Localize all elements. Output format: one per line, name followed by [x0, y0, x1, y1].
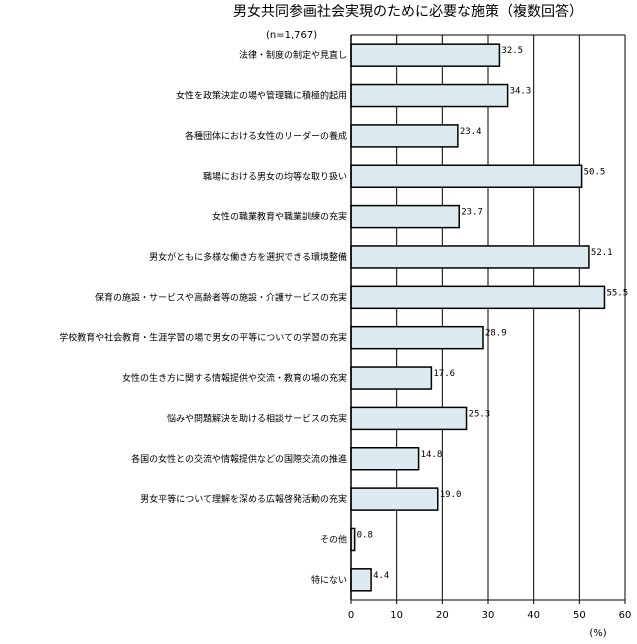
bar	[350, 83, 509, 108]
bar	[350, 568, 372, 592]
data-label: 23.7	[461, 208, 483, 218]
data-label: 34.3	[510, 87, 532, 97]
data-label: 28.9	[485, 329, 507, 339]
bar	[350, 164, 583, 188]
x-tick-label: 30	[482, 610, 495, 621]
sample-size-label: (n=1,767)	[266, 30, 317, 41]
category-label: 悩みや問題解決を助ける相談サービスの充実	[167, 412, 347, 424]
data-label: 52.1	[591, 248, 613, 258]
category-label: 保育の施設・サービスや高齢者等の施設・介護サービスの充実	[95, 291, 347, 303]
category-label: 男女平等について理解を深める広報啓発活動の充実	[140, 493, 347, 505]
x-tick-label: 0	[348, 610, 354, 621]
bar	[350, 124, 459, 148]
bar	[350, 487, 439, 511]
bar	[350, 406, 468, 431]
data-label: 55.5	[606, 288, 628, 298]
category-label: 特にない	[311, 574, 347, 586]
data-label: 32.5	[501, 46, 523, 56]
bar	[350, 245, 590, 269]
category-label: 学校教育や社会教育・生涯学習の場で男女の平等についての学習の充実	[59, 332, 347, 344]
category-label: 男女がともに多様な働き方を選択できる環境整備	[149, 251, 347, 263]
category-label: 女性の生き方に関する情報提供や交流・教育の場の充実	[122, 372, 347, 384]
data-label: 4.4	[373, 571, 389, 581]
category-label: 女性の職業教育や職業訓練の充実	[212, 211, 347, 223]
labels: 0 10 20 30 40 50 60 法律・制度の制定や見直し 32.5 女性を政策決定の場や管…	[59, 46, 631, 621]
data-label: 19.0	[440, 490, 462, 500]
bar	[350, 366, 433, 390]
category-label: 職場における男女の均等な取り扱い	[203, 170, 347, 182]
bar	[350, 43, 501, 67]
data-label: 17.6	[433, 369, 455, 379]
data-label: 0.8	[357, 530, 373, 540]
data-label: 23.4	[460, 127, 482, 137]
x-tick-label: 60	[619, 610, 632, 621]
data-label: 50.5	[584, 167, 606, 177]
axes	[350, 34, 626, 604]
bar	[350, 204, 460, 229]
category-label: 女性を政策決定の場や管理職に積極的起用	[176, 90, 347, 102]
category-label: その他	[320, 533, 347, 545]
grid-lines	[396, 35, 626, 600]
category-label: 各国の女性との交流や情報提供などの国際交流の推進	[131, 453, 347, 465]
category-label: 各種団体における女性のリーダーの養成	[185, 130, 347, 142]
x-tick-label: 20	[436, 610, 449, 621]
x-tick-label: 50	[573, 610, 586, 621]
x-tick-label: 40	[527, 610, 540, 621]
x-axis-unit: (%)	[589, 628, 606, 639]
category-label: 法律・制度の制定や見直し	[239, 49, 347, 61]
x-tick-label: 10	[390, 610, 403, 621]
data-label: 14.8	[421, 450, 443, 460]
bar	[350, 285, 606, 310]
chart-title: 男女共同参画社会実現のために必要な施策（複数回答）	[233, 3, 583, 20]
bar	[350, 325, 484, 350]
bar	[350, 447, 420, 471]
data-label: 25.3	[469, 409, 491, 419]
